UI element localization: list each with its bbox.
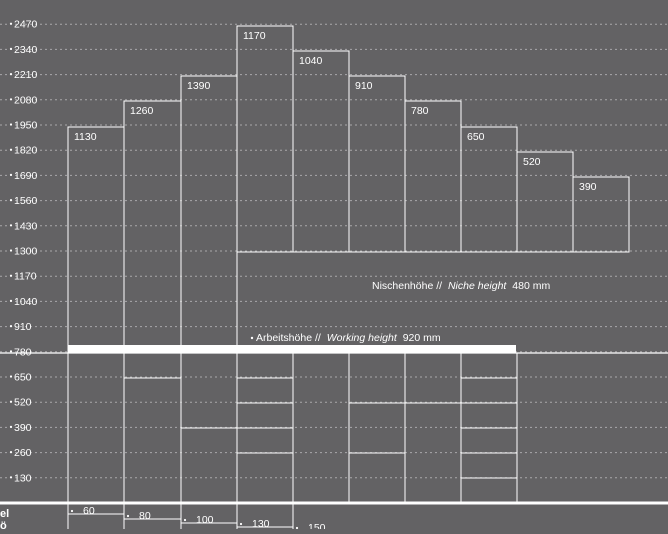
tall-unit [236,25,294,253]
height-scale: 2470 2340 2210 2080 1950 1820 1690 1560 1430 1300… [9,19,38,484]
plinth-dot [126,514,130,518]
plinth-dot [70,509,74,513]
scale-label: 780 [14,346,32,358]
tall-unit-label: 650 [467,131,485,143]
scale-dot [9,199,13,202]
base-row-label-fragment-1: el [0,508,9,520]
scale-label: 650 [14,372,32,384]
scale-dot [9,47,13,51]
scale-dot [9,173,13,176]
scale-label: 2340 [14,44,38,56]
scale-dot [9,274,13,277]
scale-label: 1560 [14,195,38,207]
plinth-dot [239,522,243,526]
tall-unit [180,75,238,354]
base-height-label: 130 [252,518,270,529]
scale-label: 2210 [14,69,38,81]
scale-dot [9,325,13,328]
base-height-label: 80 [139,510,151,522]
scale-label: 910 [14,321,32,333]
scale-dot [9,73,13,76]
tall-unit [572,176,630,253]
scale-dot [9,425,13,428]
scale-label: 1950 [14,120,38,132]
scale-label: 1040 [14,296,38,308]
scale-label: 1300 [14,246,38,258]
tall-unit-label: 1390 [187,80,211,92]
tall-unit [404,100,462,253]
niche-note-de: Nischenhöhe // [372,280,442,292]
tall-unit-label: 1260 [130,105,154,117]
tall-unit-label: 780 [411,105,429,117]
base-heights: 60 80 100 130 150 [67,503,349,534]
plinth-dot [183,518,187,522]
scale-dot [9,451,13,454]
base-row-label-fragment-2: ö [0,520,7,529]
svg-text:Nischenhöhe // Niche h: Nischenhöhe // Niche height 480 mm [372,280,550,292]
tall-unit-label: 1170 [243,30,266,42]
base-height-label: 150 [308,522,326,529]
scale-dot [9,123,13,126]
scale-dot [9,98,13,101]
scale-label: 1430 [14,220,38,232]
scale-dot [9,299,13,302]
tall-unit [292,50,350,253]
tall-unit [460,126,518,253]
base-units [67,353,518,503]
scale-label: 1170 [14,271,37,283]
tall-unit-label: 520 [523,156,541,168]
scale-dot [9,22,13,25]
scale-dot [9,375,13,378]
working-height-note: Arbeitshöhe // Working height 920 mm [250,332,441,344]
scale-label: 2470 [14,19,38,31]
niche-note-value: 480 mm [512,280,550,292]
base-height-label: 60 [83,505,95,517]
working-note-value: 920 mm [403,332,441,344]
working-note-en: Working height [327,332,398,344]
scale-label: 2080 [14,94,38,106]
tall-unit-label: 1130 [74,131,97,143]
tall-units: 1130 1260 1390 1170 1040 910 780 650 520 390 [67,25,630,354]
tall-unit [123,100,182,354]
working-note-dot [250,336,254,340]
tall-unit-label: 1040 [299,55,323,67]
scale-label: 520 [14,397,32,409]
gridlines [0,23,668,479]
scale-label: 1820 [14,145,38,157]
working-note-de: Arbeitshöhe // [256,332,321,344]
svg-text:Arbeitshöhe // Working: Arbeitshöhe // Working height 920 mm [256,332,441,344]
niche-note-en: Niche height [448,280,507,292]
scale-dot [9,350,13,353]
scale-dot [9,476,13,479]
scale-dot [9,400,13,403]
scale-dot [9,249,13,252]
scale-dot [9,224,13,227]
base-height-label: 100 [196,514,214,526]
scale-dot [9,148,13,151]
scale-label: 1690 [14,170,38,182]
tall-unit [67,126,125,354]
scale-label: 130 [14,472,32,484]
worktop-bar [68,345,516,353]
scale-label: 260 [14,447,32,459]
tall-unit-label: 390 [579,181,597,193]
niche-height-note: Nischenhöhe // Niche height 480 mm [372,280,550,292]
tall-unit-label: 910 [355,80,373,92]
scale-label: 390 [14,422,32,434]
